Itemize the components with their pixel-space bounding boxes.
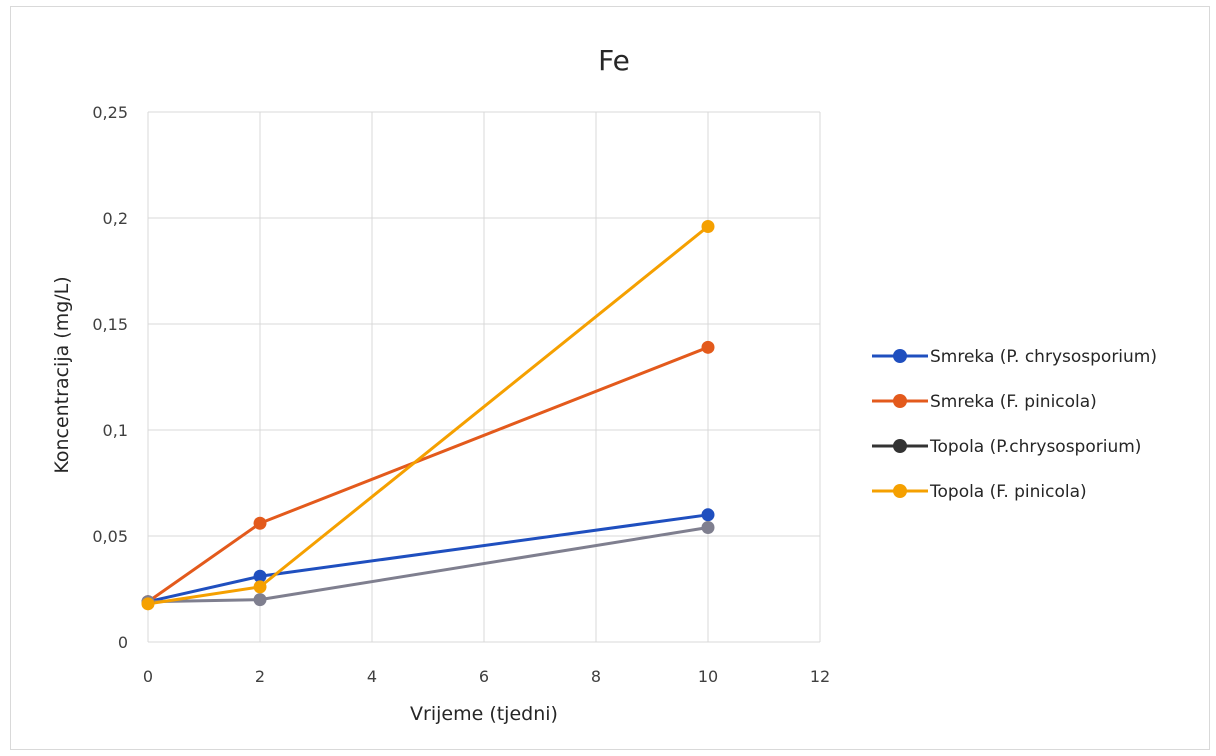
x-axis-ticks: 0 2 4 6 8 10 12 xyxy=(143,667,830,686)
x-tick-label: 12 xyxy=(810,667,830,686)
data-point-1 xyxy=(701,340,715,354)
series-line-0 xyxy=(147,513,709,604)
legend-label: Smreka (P. chrysosporium) xyxy=(930,347,1157,367)
data-point-1 xyxy=(253,516,267,530)
legend: Smreka (P. chrysosporium) Smreka (F. pini… xyxy=(872,347,1157,502)
y-tick-label: 0,15 xyxy=(92,315,128,334)
y-tick-label: 0 xyxy=(118,633,128,652)
series-line-1 xyxy=(147,345,709,603)
data-point-2 xyxy=(701,521,715,535)
y-axis-ticks: 0 0,05 0,1 0,15 0,2 0,25 xyxy=(92,103,128,652)
x-tick-label: 2 xyxy=(255,667,265,686)
data-point-0 xyxy=(701,508,715,522)
legend-marker xyxy=(893,484,907,498)
gridlines xyxy=(147,111,821,643)
y-axis-label: Koncentracija (mg/L) xyxy=(51,276,73,473)
legend-label: Topola (F. pinicola) xyxy=(929,482,1087,502)
y-tick-label: 0,05 xyxy=(92,527,128,546)
y-tick-label: 0,1 xyxy=(103,421,128,440)
y-tick-label: 0,2 xyxy=(103,209,128,228)
data-point-3 xyxy=(141,597,155,611)
chart-frame xyxy=(10,6,1210,750)
x-tick-label: 4 xyxy=(367,667,377,686)
chart-title: Fe xyxy=(598,44,630,77)
data-point-0 xyxy=(253,569,267,583)
x-tick-label: 6 xyxy=(479,667,489,686)
series-group xyxy=(141,219,715,611)
data-point-2 xyxy=(253,593,267,607)
x-axis-label: Vrijeme (tjedni) xyxy=(410,703,558,725)
legend-marker xyxy=(893,349,907,363)
series-line-3 xyxy=(147,225,709,606)
x-tick-label: 8 xyxy=(591,667,601,686)
data-point-3 xyxy=(253,580,267,594)
data-point-3 xyxy=(701,219,715,233)
y-tick-label: 0,25 xyxy=(92,103,128,122)
legend-marker xyxy=(893,439,907,453)
x-tick-label: 0 xyxy=(143,667,153,686)
legend-label: Topola (P.chrysosporium) xyxy=(929,437,1141,457)
legend-marker xyxy=(893,394,907,408)
x-tick-label: 10 xyxy=(698,667,718,686)
legend-label: Smreka (F. pinicola) xyxy=(930,392,1097,412)
